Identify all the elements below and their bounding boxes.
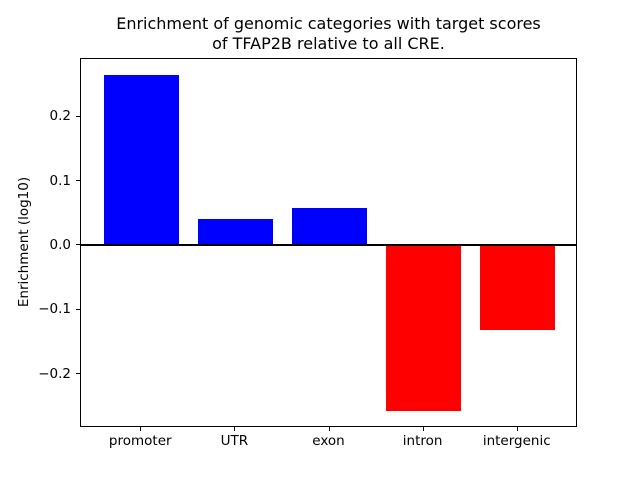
x-tick-mark [328, 427, 330, 431]
x-tick-label-intron: intron [402, 433, 443, 449]
y-axis-label: Enrichment (log10) [16, 176, 32, 308]
zero-line [81, 244, 576, 247]
x-tick-mark [234, 427, 236, 431]
bar-intergenic [480, 245, 556, 331]
y-tick-label: −0.1 [38, 301, 71, 318]
x-tick-label-UTR: UTR [220, 433, 249, 449]
bar-exon [291, 208, 368, 246]
x-tick-mark [422, 427, 424, 431]
x-tick-label-exon: exon [312, 433, 345, 449]
y-tick-label: 0.1 [49, 172, 71, 189]
y-tick-mark [76, 373, 80, 374]
y-tick-label: 0.2 [49, 108, 71, 125]
y-tick-label: 0.0 [49, 236, 71, 253]
bar-intron [385, 245, 462, 411]
y-tick-label: −0.2 [38, 365, 71, 382]
plot-area [80, 58, 577, 427]
bar-promoter [103, 75, 179, 246]
x-tick-label-intergenic: intergenic [482, 433, 551, 449]
x-tick-mark [140, 427, 142, 431]
x-tick-label-promoter: promoter [108, 433, 172, 449]
y-tick-mark [76, 308, 80, 310]
y-tick-mark [76, 180, 80, 182]
chart-title: Enrichment of genomic categories with ta… [116, 14, 541, 53]
y-tick-mark [76, 244, 80, 246]
y-tick-mark [76, 115, 80, 117]
x-tick-mark [516, 427, 518, 431]
bar-UTR [197, 219, 274, 246]
